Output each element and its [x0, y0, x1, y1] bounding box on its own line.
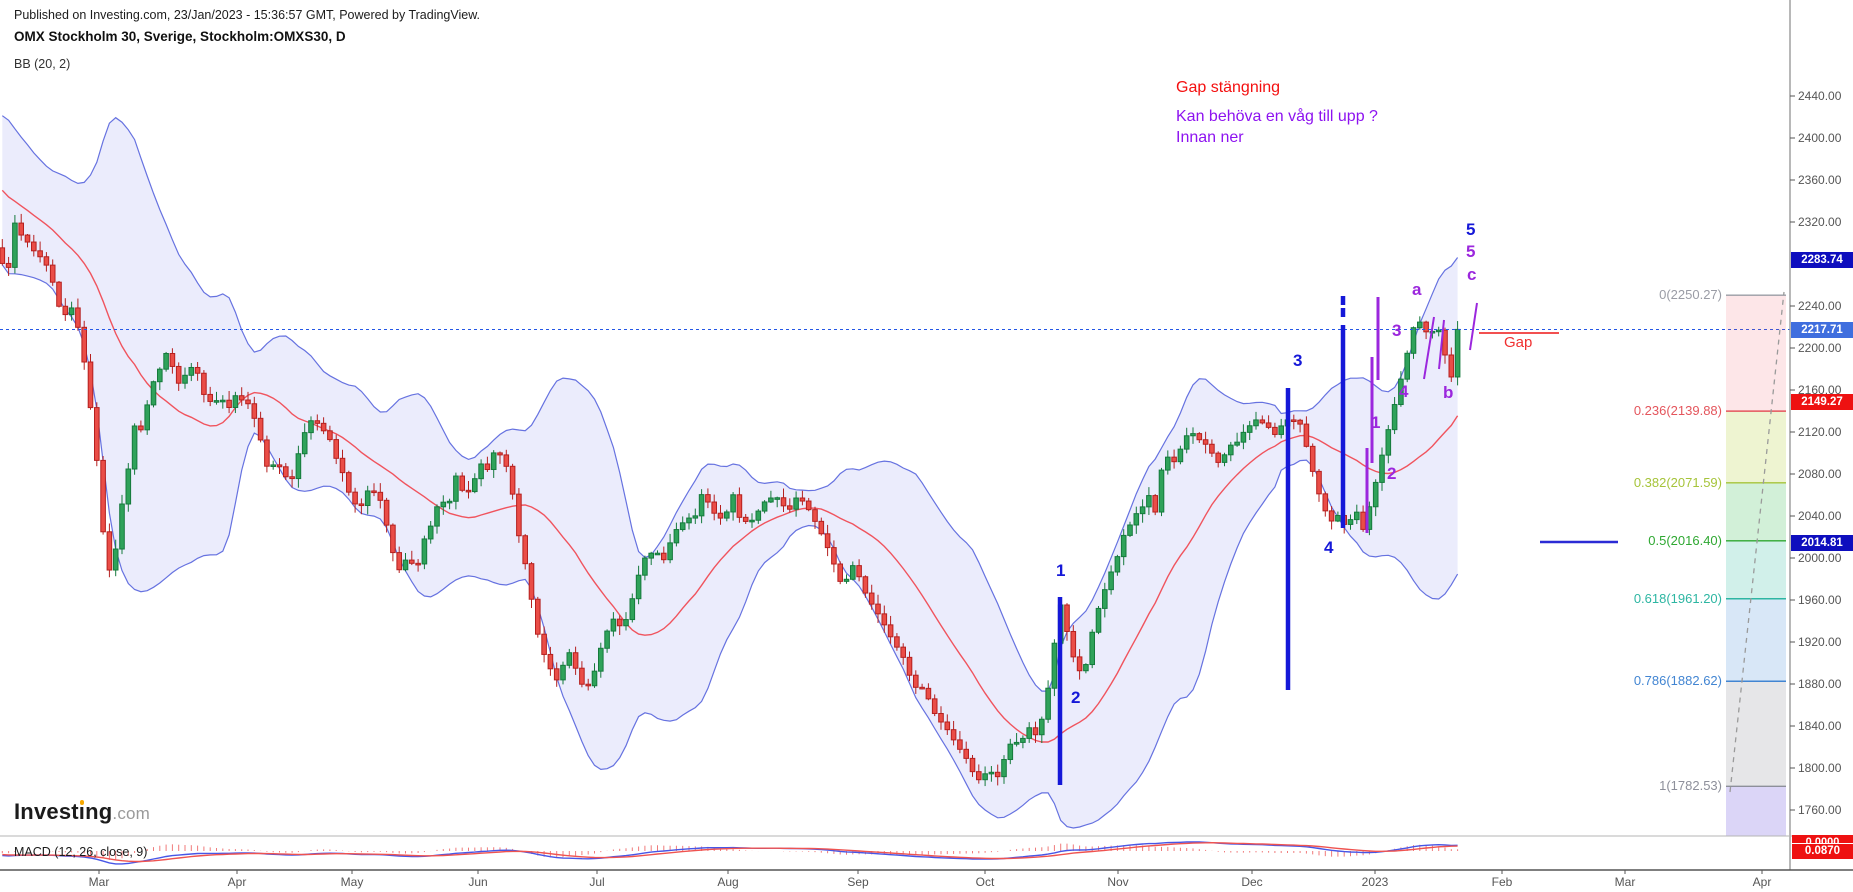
y-axis-tick: 2160.00 — [1798, 383, 1842, 397]
bb-upper-value: 2283.74 — [1791, 252, 1853, 268]
time-axis[interactable] — [0, 870, 1853, 892]
month-label: Nov — [1107, 875, 1129, 889]
month-label: Jul — [589, 875, 605, 889]
wave-slash-purple — [1438, 319, 1445, 370]
fib-zone — [1726, 295, 1786, 412]
fib-level-label: 1(1782.53) — [1659, 778, 1722, 794]
y-axis-tick: 2240.00 — [1798, 299, 1842, 313]
wave-label-c: c — [1467, 265, 1477, 284]
wave-label-4: 4 — [1324, 538, 1334, 557]
logo-part3: ng — [85, 799, 113, 824]
investing-logo: Investıng.com — [14, 799, 150, 825]
fib-trend-dashed-line — [1729, 291, 1785, 793]
y-axis-tick: 2200.00 — [1798, 341, 1842, 355]
wave-question-note-line2: Innan ner — [1176, 129, 1244, 146]
fib-level-label: 0.382(2071.59) — [1633, 474, 1722, 490]
fib-zone — [1726, 681, 1786, 787]
month-label: Apr — [227, 875, 247, 889]
y-axis-tick: 2400.00 — [1798, 131, 1842, 145]
fib-level-label: 0.236(2139.88) — [1633, 403, 1722, 419]
month-label: May — [340, 875, 364, 889]
logo-suffix: .com — [112, 804, 151, 823]
month-label: Jun — [468, 875, 488, 889]
y-axis-tick: 2080.00 — [1798, 467, 1842, 481]
y-axis-tick: 1960.00 — [1798, 593, 1842, 607]
wave-label-2: 2 — [1071, 688, 1081, 707]
macd-value-tag: 0.0870 — [1792, 844, 1853, 859]
y-axis-tick: 1760.00 — [1798, 803, 1842, 817]
wave-label-3: 3 — [1392, 321, 1402, 340]
bb-lower-value: 2014.81 — [1791, 535, 1853, 551]
wave-label-4: 4 — [1399, 382, 1409, 401]
wave-label-2: 2 — [1387, 464, 1397, 483]
macd-indicator-label: MACD (12, 26, close, 9) — [14, 845, 148, 859]
y-axis-tick: 2120.00 — [1798, 425, 1842, 439]
month-label: Mar — [88, 875, 110, 889]
y-axis-tick: 2440.00 — [1798, 89, 1842, 103]
month-label: Feb — [1491, 875, 1513, 889]
y-axis-tick: 1880.00 — [1798, 677, 1842, 691]
fib-level-label: 0.5(2016.40) — [1648, 532, 1722, 548]
gap-line-label: Gap — [1504, 334, 1533, 351]
y-axis-tick: 2320.00 — [1798, 215, 1842, 229]
wave-label-3: 3 — [1293, 351, 1303, 370]
month-label: Oct — [975, 875, 995, 889]
wave-label-1: 1 — [1371, 413, 1381, 432]
fib-zone — [1726, 598, 1786, 682]
y-axis-tick: 1920.00 — [1798, 635, 1842, 649]
month-label: Apr — [1752, 875, 1772, 889]
wave-label-5: 5 — [1466, 242, 1476, 261]
month-label: Aug — [717, 875, 739, 889]
fib-level-label: 0.618(1961.20) — [1633, 590, 1722, 606]
fib-level-label: 0(2250.27) — [1659, 287, 1722, 303]
month-label: Mar — [1614, 875, 1636, 889]
wave-label-b: b — [1443, 383, 1454, 402]
month-label: 2023 — [1361, 875, 1389, 889]
y-axis-tick: 1800.00 — [1798, 761, 1842, 775]
fib-zone — [1726, 786, 1786, 836]
logo-part1: Invest — [14, 799, 79, 824]
gap-closing-note: Gap stängning — [1176, 79, 1281, 96]
fib-zone — [1726, 411, 1786, 483]
y-axis-tick: 2040.00 — [1798, 509, 1842, 523]
symbol-title: OMX Stockholm 30, Sverige, Stockholm:OMX… — [14, 29, 346, 44]
wave-label-a: a — [1412, 280, 1422, 299]
wave-question-note-line1: Kan behöva en våg till upp ? — [1176, 108, 1378, 125]
bb-mid-value: 2149.27 — [1791, 394, 1853, 410]
wave-slash-purple — [1423, 316, 1435, 380]
y-axis-tick: 1840.00 — [1798, 719, 1842, 733]
logo-orange-dot-i: ı — [78, 799, 86, 824]
y-axis-tick: 2000.00 — [1798, 551, 1842, 565]
fib-level-label: 0.786(1882.62) — [1633, 673, 1722, 689]
wave-label-5: 5 — [1466, 220, 1476, 239]
bb-indicator-label: BB (20, 2) — [14, 57, 71, 71]
month-label: Sep — [847, 875, 869, 889]
y-axis-tick: 2360.00 — [1798, 173, 1842, 187]
macd-pane[interactable] — [0, 836, 1790, 870]
chart-surface[interactable] — [0, 0, 1790, 836]
publish-header: Published on Investing.com, 23/Jan/2023 … — [14, 8, 481, 22]
fib-zone — [1726, 482, 1786, 541]
wave-slash-purple — [1469, 302, 1478, 351]
month-label: Dec — [1241, 875, 1263, 889]
wave-label-1: 1 — [1056, 561, 1066, 580]
macd-clipped-value-tag: 0.0000 — [1792, 835, 1853, 843]
last-price-value: 2217.71 — [1791, 322, 1853, 338]
